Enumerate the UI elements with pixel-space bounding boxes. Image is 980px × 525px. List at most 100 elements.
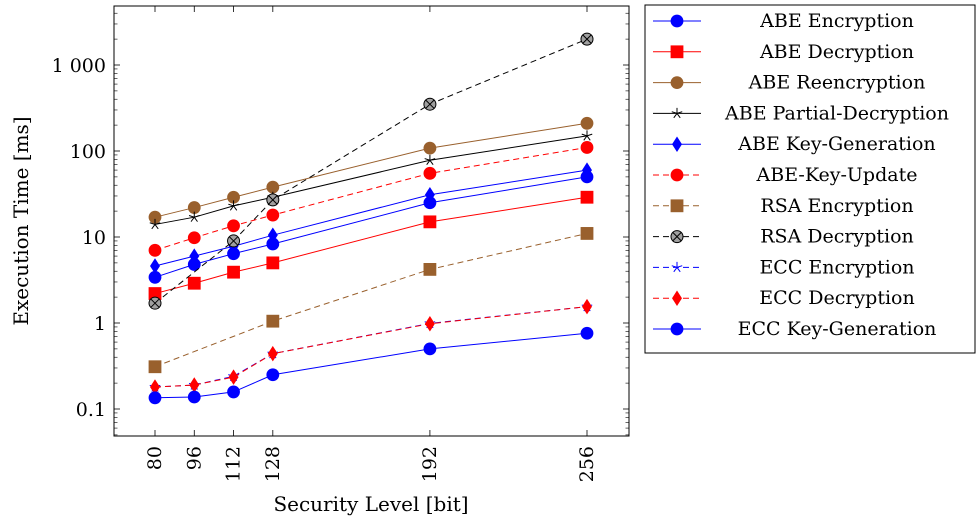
legend-item: RSA Encryption: [653, 195, 914, 217]
data-point: [580, 227, 594, 240]
data-point: [670, 76, 684, 89]
legend-label: ABE-Key-Update: [756, 164, 918, 186]
data-point: [266, 314, 280, 328]
legend-item: ECC Encryption: [653, 256, 915, 278]
x-axis-title: Security Level [bit]: [273, 492, 468, 516]
data-point: [149, 218, 161, 230]
series-line: [154, 135, 588, 225]
series-0: [148, 170, 594, 284]
series-line: [154, 306, 588, 388]
data-point: [227, 265, 240, 279]
series-line: [154, 146, 588, 251]
data-point: [266, 180, 280, 194]
data-point: [227, 385, 240, 399]
series-line: [154, 232, 588, 368]
legend-label: ABE Key-Generation: [737, 133, 935, 155]
legend: ABE Encryption ABE Decryption ABE Reencryp…: [644, 4, 976, 354]
axis-ticks: 80 96 112 128 192 256 0.1 1 10 100 1 000: [52, 6, 629, 482]
data-point: [580, 190, 594, 204]
legend-label: ECC Decryption: [759, 287, 914, 309]
data-point: [580, 326, 594, 340]
series-6: [148, 227, 594, 374]
data-point: [424, 316, 435, 332]
data-point: [187, 276, 201, 290]
series-layer: [148, 32, 594, 405]
data-point: [671, 107, 683, 119]
data-point: [424, 154, 436, 166]
data-point: [423, 342, 437, 356]
data-point: [267, 345, 278, 362]
legend-item: ABE Encryption: [653, 10, 914, 32]
series-2: [148, 116, 594, 224]
plot-frame: [113, 5, 630, 437]
x-tick-label: 112: [223, 446, 245, 482]
data-point: [266, 256, 280, 270]
series-7: [148, 32, 594, 310]
y-tick-label: 10: [82, 227, 106, 249]
series-line: [154, 169, 588, 267]
legend-label: RSA Decryption: [760, 226, 914, 248]
data-point: [148, 360, 162, 374]
data-point: [266, 368, 280, 382]
data-point: [187, 231, 201, 245]
data-point: [670, 168, 684, 182]
data-point: [671, 261, 683, 273]
legend-item: ABE Reencryption: [653, 72, 925, 94]
series-1: [148, 190, 594, 300]
data-point: [670, 322, 684, 336]
legend-label: ABE Partial-Decryption: [724, 102, 949, 124]
legend-item: RSA Decryption: [653, 226, 914, 248]
data-point: [580, 116, 594, 130]
data-point: [670, 14, 684, 28]
x-tick-label: 128: [262, 446, 284, 482]
data-point: [228, 369, 239, 385]
data-point: [148, 391, 162, 405]
series-line: [154, 196, 588, 295]
data-point: [266, 208, 280, 222]
x-tick-label: 96: [183, 446, 205, 470]
series-line: [154, 176, 588, 278]
y-tick-label: 1: [94, 313, 106, 335]
series-line: [154, 306, 588, 388]
data-point: [425, 99, 435, 109]
legend-frame: [644, 4, 976, 354]
data-point: [423, 166, 437, 180]
data-point: [189, 377, 200, 393]
data-point: [148, 243, 162, 257]
data-point: [423, 141, 437, 155]
series-10: [148, 326, 594, 405]
series-8: [149, 301, 593, 392]
data-point: [150, 298, 160, 308]
legend-label: ECC Encryption: [759, 256, 914, 278]
legend-item: ABE Decryption: [653, 41, 914, 63]
data-point: [424, 187, 435, 203]
data-point: [423, 215, 437, 229]
x-tick-label: 256: [576, 446, 598, 482]
data-point: [188, 211, 200, 222]
data-point: [187, 390, 201, 404]
data-point: [581, 130, 593, 141]
data-point: [672, 232, 682, 242]
legend-item: ABE Partial-Decryption: [653, 102, 949, 124]
y-tick-label: 0.1: [76, 399, 106, 421]
data-point: [268, 195, 278, 205]
data-point: [670, 45, 684, 59]
legend-label: ABE Reencryption: [748, 72, 926, 94]
data-point: [189, 248, 200, 264]
legend-item: ECC Decryption: [653, 287, 915, 309]
legend-item: ECC Key-Generation: [653, 318, 936, 340]
data-point: [150, 258, 160, 274]
series-line: [154, 332, 588, 399]
y-tick-label: 100: [70, 141, 106, 163]
legend-label: ECC Key-Generation: [738, 318, 937, 340]
data-point: [582, 34, 592, 44]
x-tick-label: 80: [144, 446, 166, 470]
legend-label: RSA Encryption: [760, 195, 913, 217]
legend-item: ABE Key-Generation: [653, 133, 936, 155]
data-point: [423, 263, 437, 276]
data-point: [582, 162, 592, 178]
y-tick-label: 1 000: [52, 55, 106, 77]
data-point: [228, 200, 239, 211]
legend-item: ABE-Key-Update: [653, 164, 917, 186]
